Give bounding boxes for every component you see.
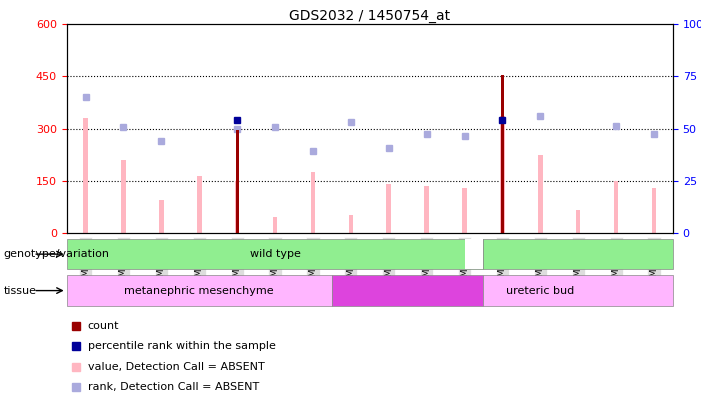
Bar: [501, 75, 504, 233]
Bar: [121, 160, 125, 233]
Text: metanephric mesenchyme: metanephric mesenchyme: [124, 286, 274, 296]
Bar: [67, 239, 484, 269]
Bar: [348, 215, 353, 233]
Bar: [332, 275, 484, 306]
Bar: [576, 210, 580, 233]
Text: percentile rank within the sample: percentile rank within the sample: [88, 341, 275, 351]
Bar: [462, 188, 467, 233]
Bar: [159, 200, 163, 233]
Bar: [386, 184, 391, 233]
Bar: [83, 118, 88, 233]
Bar: [197, 175, 201, 233]
Text: count: count: [88, 321, 119, 331]
Text: ureteric bud: ureteric bud: [506, 286, 574, 296]
Bar: [465, 239, 484, 269]
Bar: [500, 116, 505, 233]
Bar: [236, 130, 238, 233]
Bar: [484, 239, 673, 269]
Bar: [484, 275, 673, 306]
Text: wild type: wild type: [250, 249, 301, 259]
Text: rank, Detection Call = ABSENT: rank, Detection Call = ABSENT: [88, 382, 259, 392]
Text: value, Detection Call = ABSENT: value, Detection Call = ABSENT: [88, 362, 264, 371]
Text: genotype/variation: genotype/variation: [4, 249, 109, 259]
Bar: [538, 155, 543, 233]
Bar: [67, 275, 332, 306]
Text: tissue: tissue: [4, 286, 36, 296]
Bar: [311, 172, 315, 233]
Bar: [614, 181, 618, 233]
Bar: [652, 188, 656, 233]
Title: GDS2032 / 1450754_at: GDS2032 / 1450754_at: [290, 9, 450, 23]
Bar: [273, 217, 278, 233]
Bar: [424, 186, 429, 233]
Bar: [235, 181, 240, 233]
